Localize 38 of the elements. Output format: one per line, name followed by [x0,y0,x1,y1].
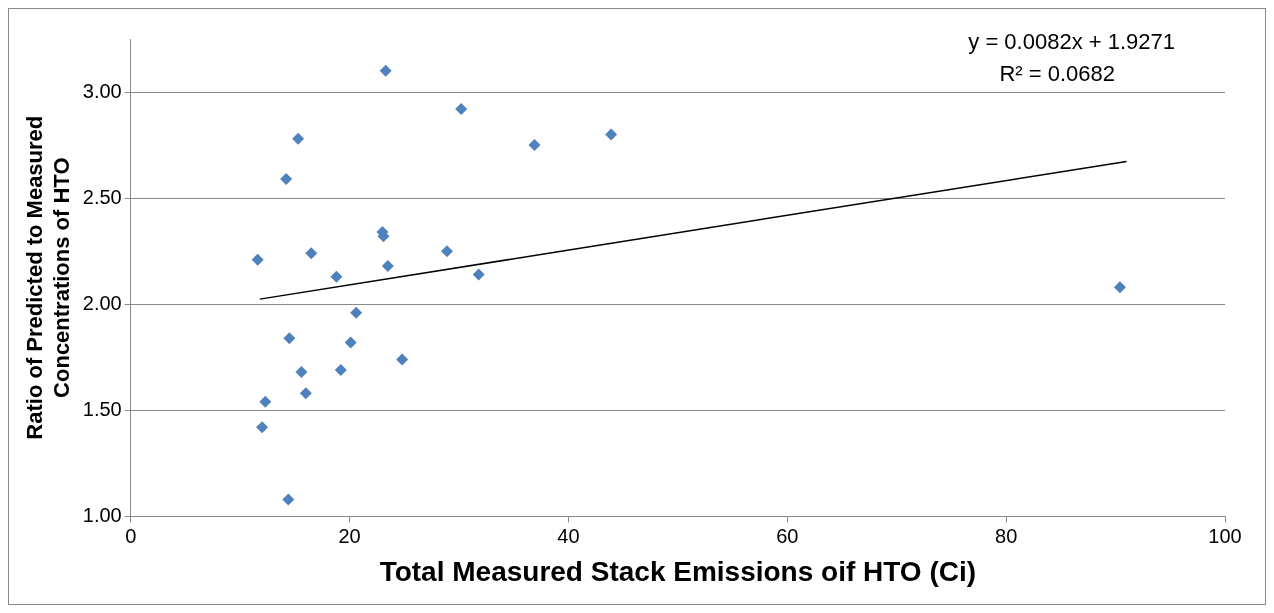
point [472,268,485,281]
y-tick-label: 2.50 [82,185,122,208]
x-tick-label: 80 [995,524,1018,547]
point [280,173,293,186]
point [305,247,318,260]
point [344,336,357,349]
point [259,395,272,408]
point [528,139,541,152]
point [350,306,363,319]
x-tick-label: 100 [1208,524,1242,547]
point [283,332,296,345]
annotation: y = 0.0082x + 1.9271 [968,29,1175,54]
y-tick-label: 2.00 [82,291,122,314]
point [256,421,269,434]
y-axis-title: Ratio of Predicted to Measured Concentrations of HTO [22,115,74,440]
point [330,270,343,283]
point [295,366,308,379]
x-tick-label: 60 [776,524,799,547]
point [379,64,392,77]
y-tick-label: 3.00 [82,79,122,102]
point [440,245,453,258]
point [1113,281,1126,294]
x-tick-label: 0 [125,524,137,547]
point [381,260,394,273]
x-axis-title: Total Measured Stack Emissions oif HTO (Ci) [379,555,977,587]
point [292,132,305,145]
point [455,103,468,116]
point [251,253,264,266]
annotation: R² = 0.0682 [999,61,1115,86]
point [605,128,618,141]
x-tick-label: 20 [338,524,361,547]
y-tick-label: 1.50 [82,397,122,420]
point [282,493,295,506]
point [334,364,347,376]
y-tick-label: 1.00 [82,503,122,526]
point [299,387,312,400]
point [396,353,409,366]
x-tick-label: 40 [557,524,580,547]
